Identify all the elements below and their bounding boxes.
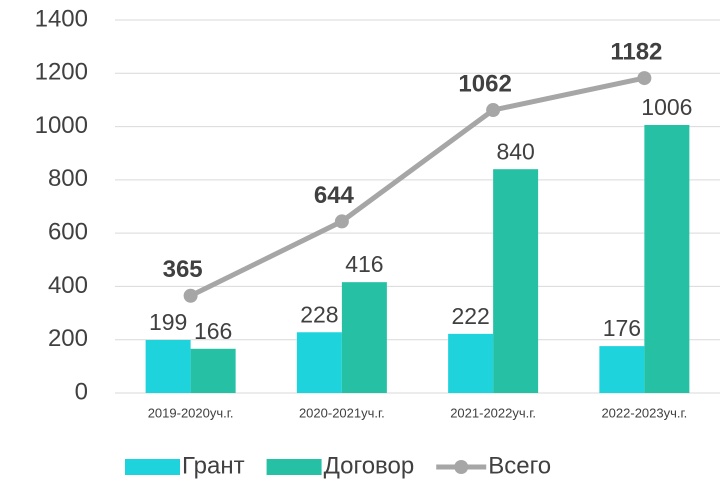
bar xyxy=(190,348,236,393)
data-label: 365 xyxy=(163,256,203,283)
bar xyxy=(448,333,494,393)
legend-swatch xyxy=(266,459,322,475)
x-tick-label: 2020-2021уч.г. xyxy=(299,405,385,420)
data-label: 222 xyxy=(451,303,489,329)
bar xyxy=(644,124,690,394)
data-label: 176 xyxy=(603,315,641,341)
y-tick-label: 400 xyxy=(48,272,88,299)
legend-swatch xyxy=(125,459,180,475)
y-tick-label: 1200 xyxy=(35,59,88,86)
data-label: 644 xyxy=(314,182,355,209)
line xyxy=(189,75,645,298)
y-tick-label: 800 xyxy=(48,165,88,192)
data-label: 840 xyxy=(496,138,534,164)
marker xyxy=(486,103,501,118)
y-tick-label: 0 xyxy=(75,378,88,405)
data-label: 416 xyxy=(345,251,383,277)
y-tick-label: 200 xyxy=(48,325,88,352)
y-tick-label: 600 xyxy=(48,218,88,245)
marker xyxy=(183,288,198,303)
x-tick-label: 2021-2022уч.г. xyxy=(450,405,536,420)
data-label: 199 xyxy=(149,309,187,335)
bar xyxy=(296,332,342,393)
data-label: 1006 xyxy=(641,94,692,120)
y-tick-label: 1400 xyxy=(35,5,88,32)
data-label: 166 xyxy=(194,318,232,344)
bar xyxy=(341,282,387,393)
marker xyxy=(334,214,349,229)
bar xyxy=(493,169,539,393)
legend-label: Договор xyxy=(324,452,415,479)
legend-swatch xyxy=(454,460,469,474)
marker xyxy=(637,71,652,86)
bar xyxy=(599,346,645,393)
data-label: 1062 xyxy=(458,70,511,97)
x-tick-label: 2022-2023уч.г. xyxy=(601,405,687,420)
legend-label: Грант xyxy=(182,452,245,479)
legend-label: Всего xyxy=(488,452,551,479)
data-label: 1182 xyxy=(610,38,662,65)
bar xyxy=(145,339,191,393)
y-tick-label: 1000 xyxy=(35,112,88,139)
data-label: 228 xyxy=(300,301,338,327)
x-tick-label: 2019-2020уч.г. xyxy=(148,405,234,420)
